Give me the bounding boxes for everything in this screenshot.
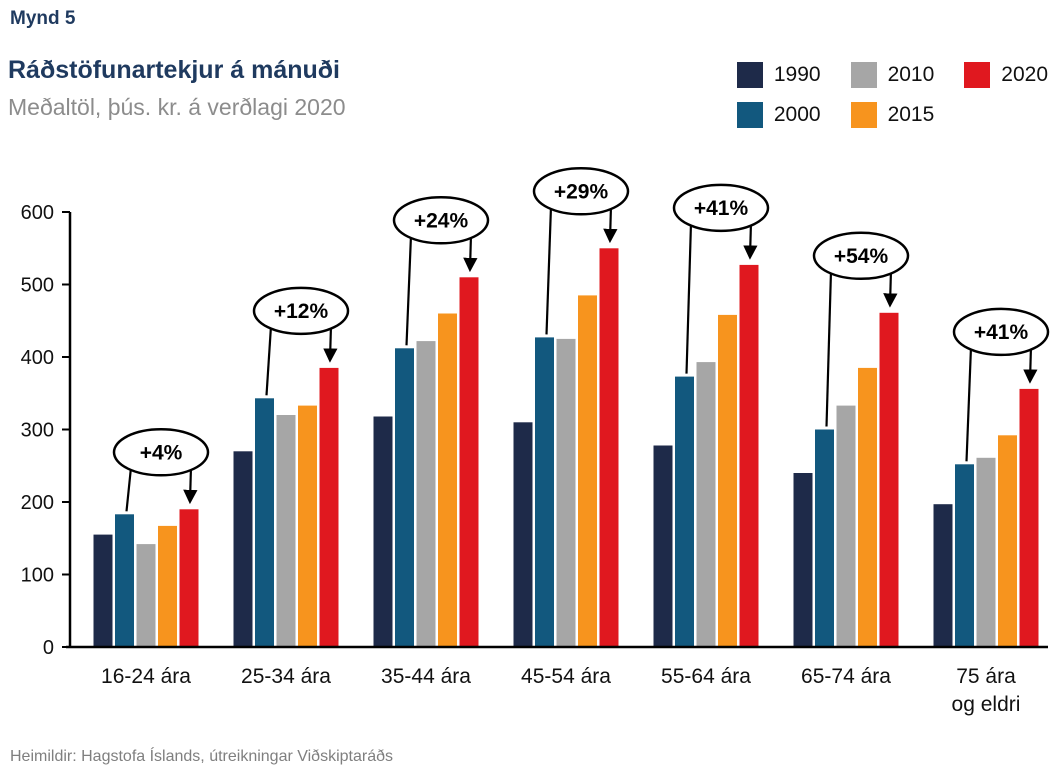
bar-2010-group4 bbox=[556, 338, 576, 647]
annotation-arrow bbox=[323, 324, 338, 363]
y-axis-label: 300 bbox=[21, 420, 54, 442]
annotation-connector-line bbox=[265, 325, 273, 396]
y-axis-label: 0 bbox=[43, 637, 54, 659]
annotation-arrow bbox=[883, 269, 898, 308]
annotation-bubble bbox=[952, 307, 1050, 357]
legend-item-2000: 2000 bbox=[736, 102, 821, 128]
annotation-bubble bbox=[532, 167, 630, 216]
bar-chart: +4% +12% +24% +29% +41% +54% +41% 0 100 200 300 400… bbox=[21, 167, 1050, 716]
x-axis-label-group1: 16-24 ára bbox=[101, 665, 191, 688]
legend-swatch-2010 bbox=[850, 62, 877, 88]
bar-2020-group4 bbox=[599, 248, 619, 648]
bar-2010-group5 bbox=[696, 362, 716, 647]
x-axis-label-group4: 45-54 ára bbox=[521, 665, 611, 688]
bar-2000-group2 bbox=[255, 398, 274, 647]
bar-1990-group5 bbox=[653, 445, 673, 647]
chart-title: Ráðstöfunartekjur á mánuði bbox=[8, 56, 340, 84]
legend-swatch-2000 bbox=[736, 102, 763, 128]
annotation-label: +24% bbox=[414, 209, 469, 232]
y-axis-label: 200 bbox=[21, 492, 54, 514]
x-axis-label-group2: 25-34 ára bbox=[241, 665, 331, 688]
annotation-label: +12% bbox=[274, 300, 329, 323]
bar-1990-group7 bbox=[933, 504, 953, 647]
annotation-connector-line bbox=[545, 206, 553, 335]
annotation-connector-line bbox=[125, 467, 133, 512]
annotation-arrow bbox=[463, 234, 478, 273]
annotation-label: +41% bbox=[974, 321, 1029, 344]
annotation-label: +29% bbox=[554, 180, 609, 203]
y-axis-label: 600 bbox=[21, 202, 54, 224]
bar-2010-group6 bbox=[836, 405, 856, 647]
bar-2010-group2 bbox=[276, 415, 296, 647]
bar-2000-group5 bbox=[675, 376, 694, 647]
annotation-bubble bbox=[392, 196, 490, 245]
bar-2020-group1 bbox=[179, 509, 199, 648]
x-axis-label-group3: 35-44 ára bbox=[381, 665, 471, 688]
bar-2000-group6 bbox=[815, 429, 834, 647]
y-axis-label: 400 bbox=[21, 347, 54, 369]
bar-2020-group7 bbox=[1019, 388, 1039, 647]
figure-number-label: Mynd 5 bbox=[10, 8, 76, 29]
bar-2000-group3 bbox=[395, 348, 414, 647]
bar-2020-group3 bbox=[459, 277, 479, 648]
legend-label-2020: 2020 bbox=[1001, 63, 1048, 86]
bar-2015-group6 bbox=[858, 367, 877, 647]
annotation-arrow bbox=[743, 221, 758, 260]
annotation-connector-line bbox=[825, 270, 833, 427]
legend-swatch-2015 bbox=[850, 102, 877, 128]
legend-item-2015: 2015 bbox=[850, 102, 935, 128]
bar-1990-group1 bbox=[93, 534, 113, 647]
bar-2015-group7 bbox=[998, 435, 1017, 647]
legend-swatch-1990 bbox=[736, 62, 763, 88]
annotation-bubble bbox=[252, 286, 350, 336]
legend-item-2010: 2010 bbox=[850, 62, 935, 88]
annotation-label: +41% bbox=[694, 197, 749, 220]
annotation-arrow bbox=[1023, 345, 1038, 384]
bar-2015-group1 bbox=[158, 525, 177, 647]
bar-2020-group6 bbox=[879, 312, 899, 647]
x-axis-label-group5: 55-64 ára bbox=[661, 665, 751, 688]
annotation-connector-line bbox=[685, 222, 693, 374]
bar-2010-group3 bbox=[416, 341, 436, 647]
bar-2010-group7 bbox=[976, 457, 996, 647]
bar-2000-group1 bbox=[115, 514, 134, 647]
bar-1990-group4 bbox=[513, 422, 533, 648]
annotation-bubble bbox=[672, 183, 770, 233]
bar-2015-group2 bbox=[298, 405, 317, 647]
bar-2015-group4 bbox=[578, 295, 597, 647]
chart-legend: 1990 2000 2010 2015 2020 bbox=[736, 62, 1048, 128]
bar-2015-group5 bbox=[718, 314, 737, 647]
annotation-connector-line bbox=[965, 346, 973, 462]
annotation-arrow bbox=[183, 466, 198, 505]
bar-2020-group5 bbox=[739, 264, 759, 647]
chart-subtitle: Meðaltöl, þús. kr. á verðlagi 2020 bbox=[8, 94, 346, 120]
annotation-connector-line bbox=[405, 235, 413, 346]
legend-swatch-2020 bbox=[964, 62, 991, 88]
x-axis-label-group7: 75 ára og eldri bbox=[952, 665, 1021, 716]
annotation-bubble bbox=[812, 231, 910, 281]
legend-item-1990: 1990 bbox=[736, 62, 821, 88]
annotation-label: +54% bbox=[834, 245, 889, 268]
legend-label-1990: 1990 bbox=[773, 63, 821, 86]
bar-2000-group4 bbox=[535, 337, 554, 647]
y-axis-label: 500 bbox=[21, 275, 54, 297]
bar-2020-group2 bbox=[319, 367, 339, 647]
bar-2000-group7 bbox=[955, 464, 974, 647]
bar-1990-group6 bbox=[793, 473, 813, 647]
legend-item-2020: 2020 bbox=[964, 62, 1048, 88]
legend-label-2015: 2015 bbox=[887, 103, 935, 126]
annotation-label: +4% bbox=[140, 441, 183, 464]
bar-2015-group3 bbox=[438, 313, 457, 647]
x-axis-label-group6: 65-74 ára bbox=[801, 665, 891, 688]
bar-2010-group1 bbox=[136, 544, 156, 647]
bar-1990-group2 bbox=[233, 451, 253, 648]
legend-label-2010: 2010 bbox=[887, 63, 935, 86]
y-axis-label: 100 bbox=[21, 565, 54, 587]
annotation-arrow bbox=[603, 205, 618, 244]
legend-label-2000: 2000 bbox=[773, 103, 821, 126]
bar-1990-group3 bbox=[373, 416, 393, 647]
source-note: Heimildir: Hagstofa Íslands, útreikninga… bbox=[10, 748, 393, 765]
annotation-bubble bbox=[112, 428, 210, 477]
